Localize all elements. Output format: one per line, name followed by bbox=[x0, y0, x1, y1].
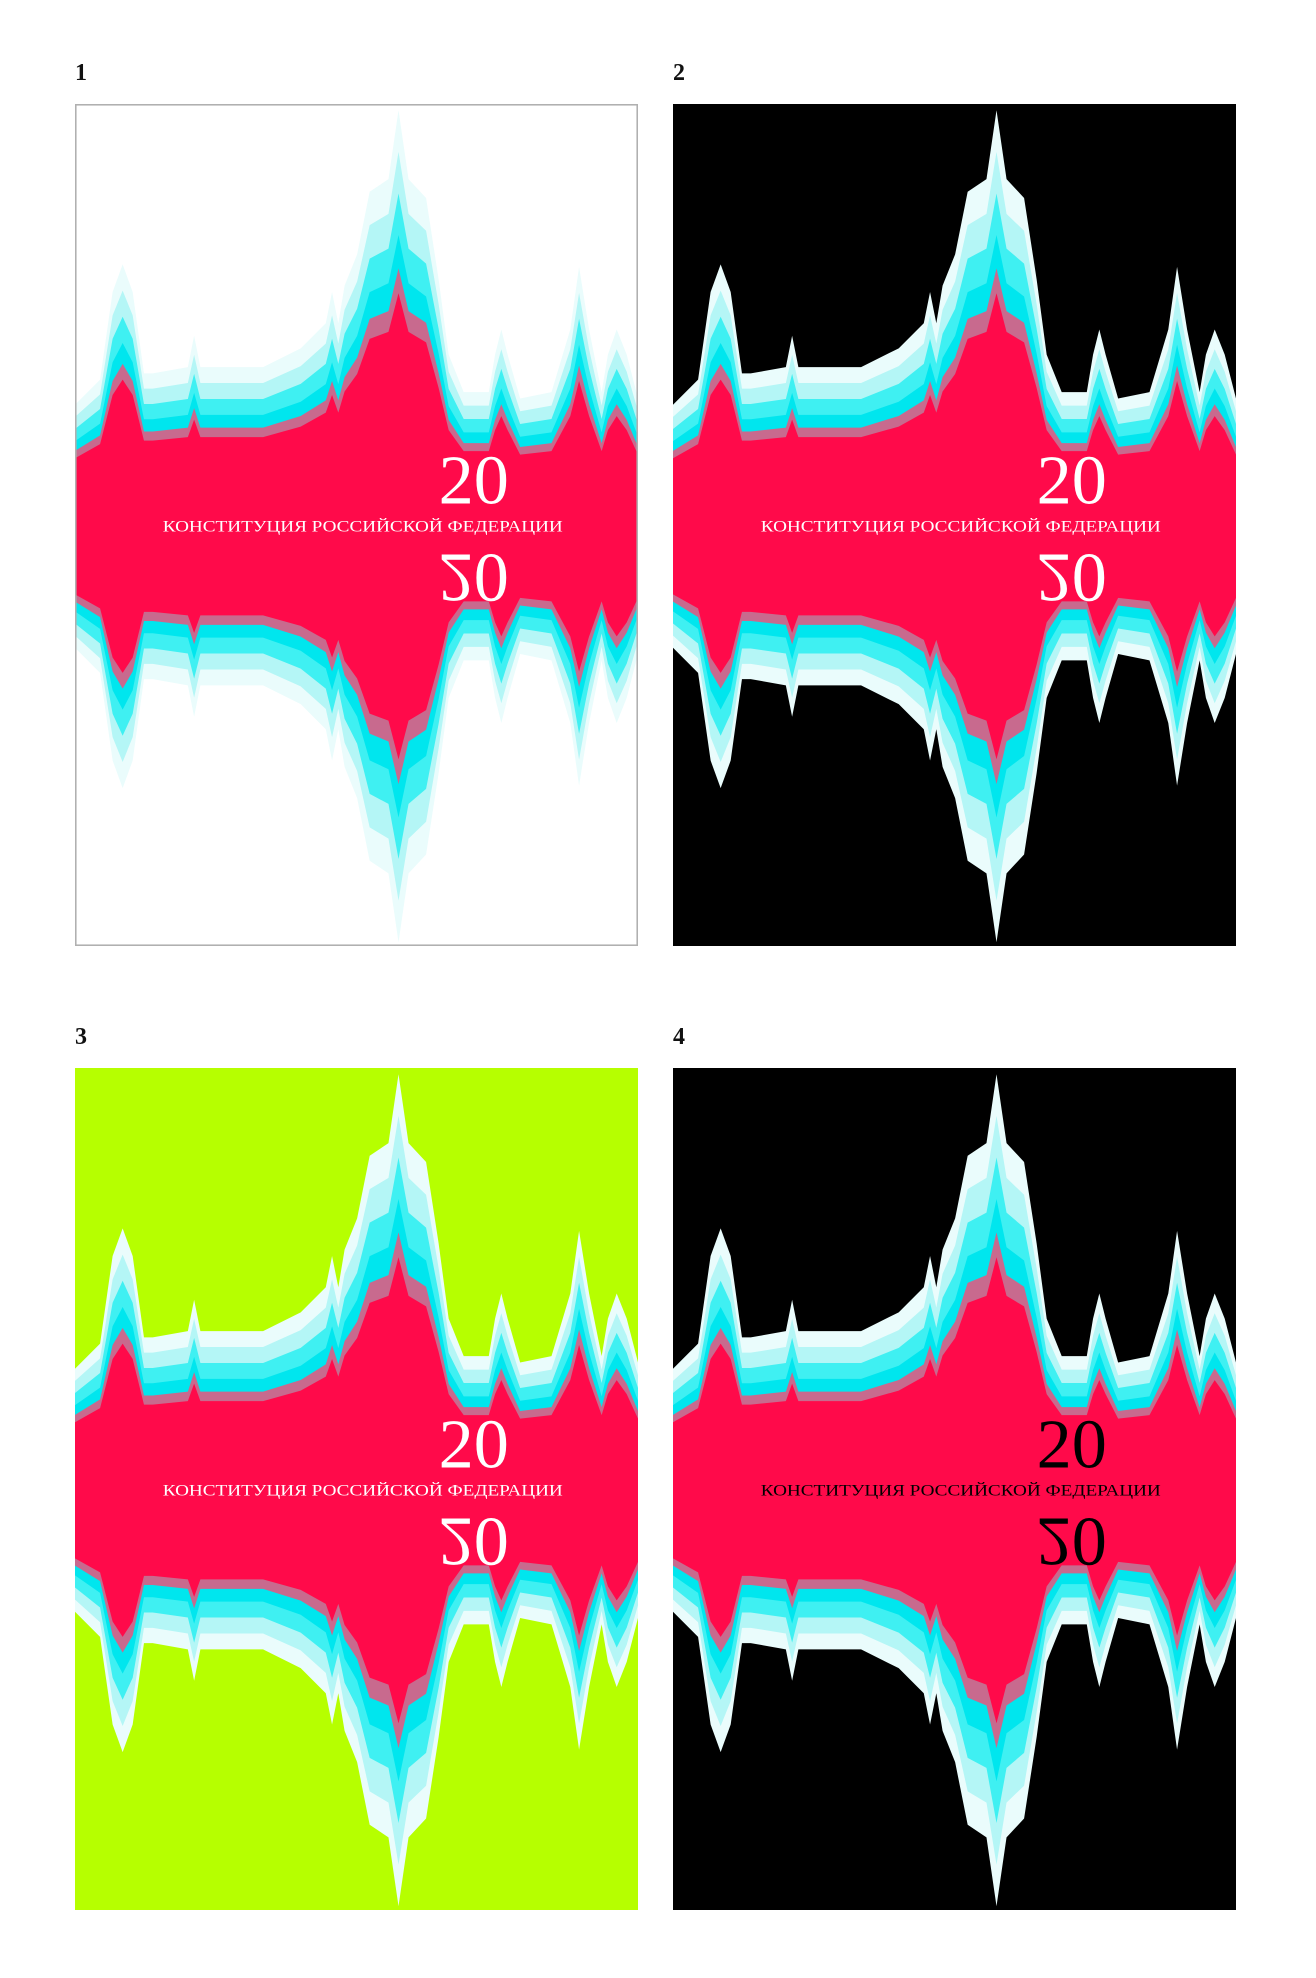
number-top: 20 bbox=[439, 1406, 509, 1484]
waveform-band bbox=[673, 1257, 1236, 1724]
panel-label: 4 bbox=[673, 1024, 685, 1050]
number-bottom: 20 bbox=[439, 1503, 509, 1581]
panel-label: 2 bbox=[673, 60, 685, 86]
number-top: 20 bbox=[1037, 442, 1107, 520]
subtitle: КОНСТИТУЦИЯ РОССИЙСКОЙ ФЕДЕРАЦИИ bbox=[761, 1480, 1161, 1499]
poster-border bbox=[75, 104, 638, 946]
number-bottom-group: 20 bbox=[1037, 539, 1107, 617]
number-top: 20 bbox=[439, 442, 509, 520]
subtitle: КОНСТИТУЦИЯ РОССИЙСКОЙ ФЕДЕРАЦИИ bbox=[163, 516, 563, 535]
waveform-band bbox=[75, 293, 638, 760]
number-bottom: 20 bbox=[1037, 539, 1107, 617]
subtitle: КОНСТИТУЦИЯ РОССИЙСКОЙ ФЕДЕРАЦИИ bbox=[163, 1480, 563, 1499]
subtitle: КОНСТИТУЦИЯ РОССИЙСКОЙ ФЕДЕРАЦИИ bbox=[761, 516, 1161, 535]
panel-label: 1 bbox=[75, 60, 87, 86]
number-bottom-group: 20 bbox=[439, 1503, 509, 1581]
number-bottom-group: 20 bbox=[1037, 1503, 1107, 1581]
panel-label: 3 bbox=[75, 1024, 87, 1050]
number-bottom: 20 bbox=[1037, 1503, 1107, 1581]
number-bottom-group: 20 bbox=[439, 539, 509, 617]
waveform-band bbox=[75, 1257, 638, 1724]
number-top: 20 bbox=[1037, 1406, 1107, 1484]
number-bottom: 20 bbox=[439, 539, 509, 617]
waveform-band bbox=[673, 293, 1236, 760]
